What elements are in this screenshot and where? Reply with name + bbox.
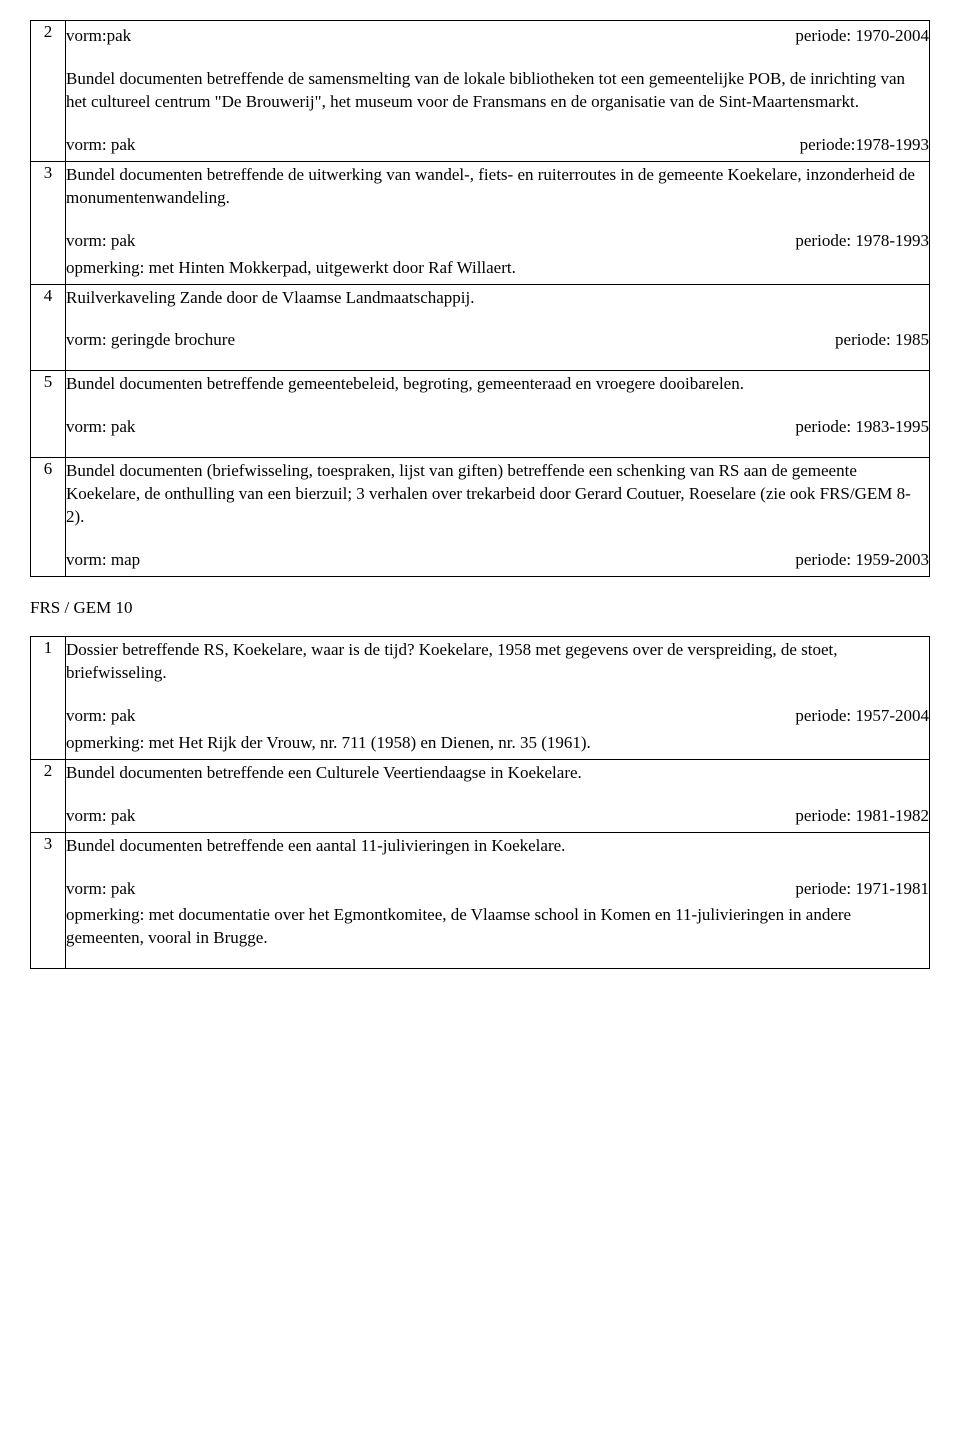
entry-content: Dossier betreffende RS, Koekelare, waar … bbox=[66, 636, 930, 759]
archive-table-2: 1 Dossier betreffende RS, Koekelare, waa… bbox=[30, 636, 930, 969]
entry-periode: periode: 1985 bbox=[835, 329, 929, 352]
entry-content: Bundel documenten betreffende de uitwerk… bbox=[66, 161, 930, 284]
entry-content: Bundel documenten betreffende gemeentebe… bbox=[66, 371, 930, 458]
entry-number: 4 bbox=[31, 284, 66, 371]
entry-body: Ruilverkaveling Zande door de Vlaamse La… bbox=[66, 285, 929, 310]
entry-vorm: vorm: pak bbox=[66, 805, 135, 828]
entry-vorm: vorm: pak bbox=[66, 705, 135, 728]
entry-remark: opmerking: met Het Rijk der Vrouw, nr. 7… bbox=[66, 732, 929, 755]
entry-number: 3 bbox=[31, 832, 66, 969]
entry-periode: periode: 1971-1981 bbox=[795, 878, 929, 901]
entry-periode: periode:1978-1993 bbox=[800, 134, 929, 157]
entry-vorm: vorm: pak bbox=[66, 230, 135, 253]
entry-body: Bundel documenten betreffende een Cultur… bbox=[66, 760, 929, 785]
entry-number: 6 bbox=[31, 458, 66, 577]
entry-periode: periode: 1957-2004 bbox=[795, 705, 929, 728]
entry-body: Bundel documenten (briefwisseling, toesp… bbox=[66, 458, 929, 529]
section-heading: FRS / GEM 10 bbox=[30, 597, 930, 620]
entry-content: Ruilverkaveling Zande door de Vlaamse La… bbox=[66, 284, 930, 371]
entry-body: Bundel documenten betreffende gemeentebe… bbox=[66, 371, 929, 396]
entry-number: 3 bbox=[31, 161, 66, 284]
entry-periode: periode: 1959-2003 bbox=[795, 549, 929, 572]
entry-content: vorm:pak periode: 1970-2004 Bundel docum… bbox=[66, 21, 930, 162]
entry-body: Bundel documenten betreffende de samensm… bbox=[66, 52, 929, 114]
entry-periode: periode: 1981-1982 bbox=[795, 805, 929, 828]
entry-vorm: vorm: pak bbox=[66, 134, 135, 157]
entry-vorm: vorm: geringde brochure bbox=[66, 329, 235, 352]
entry-remark: opmerking: met Hinten Mokkerpad, uitgewe… bbox=[66, 257, 929, 280]
entry-body: Bundel documenten betreffende de uitwerk… bbox=[66, 162, 929, 210]
entry-periode: periode: 1978-1993 bbox=[795, 230, 929, 253]
entry-periode: periode: 1983-1995 bbox=[795, 416, 929, 439]
entry-number: 5 bbox=[31, 371, 66, 458]
entry-vorm: vorm: pak bbox=[66, 416, 135, 439]
entry-content: Bundel documenten betreffende een aantal… bbox=[66, 832, 930, 969]
entry-vorm: vorm: pak bbox=[66, 878, 135, 901]
entry-number: 1 bbox=[31, 636, 66, 759]
entry-vorm-top: vorm:pak bbox=[66, 25, 131, 48]
entry-number: 2 bbox=[31, 21, 66, 162]
entry-content: Bundel documenten betreffende een Cultur… bbox=[66, 759, 930, 832]
entry-periode-top: periode: 1970-2004 bbox=[795, 25, 929, 48]
archive-table-1: 2 vorm:pak periode: 1970-2004 Bundel doc… bbox=[30, 20, 930, 577]
entry-number: 2 bbox=[31, 759, 66, 832]
entry-vorm: vorm: map bbox=[66, 549, 140, 572]
entry-content: Bundel documenten (briefwisseling, toesp… bbox=[66, 458, 930, 577]
entry-remark: opmerking: met documentatie over het Egm… bbox=[66, 904, 929, 950]
entry-body: Dossier betreffende RS, Koekelare, waar … bbox=[66, 637, 929, 685]
entry-body: Bundel documenten betreffende een aantal… bbox=[66, 833, 929, 858]
